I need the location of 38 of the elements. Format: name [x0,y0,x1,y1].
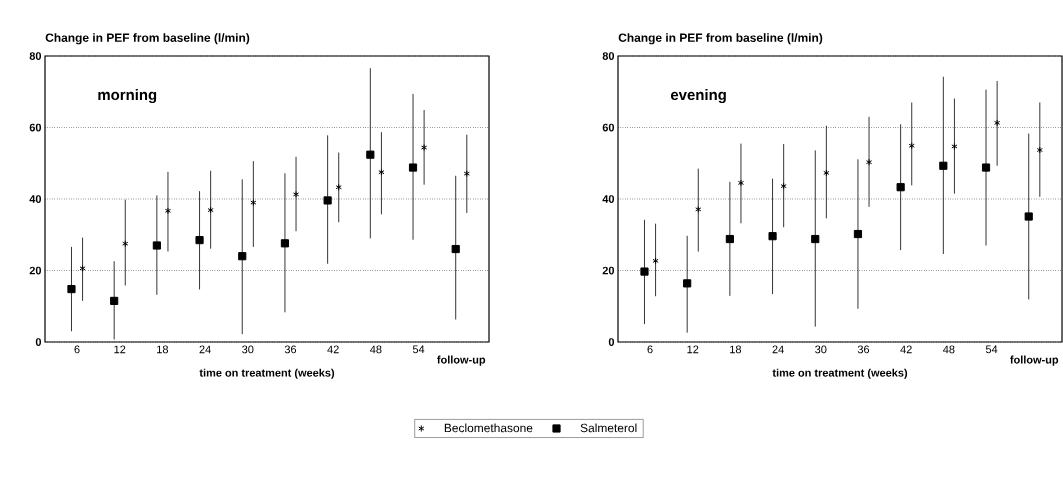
y-tick-label: 20 [602,266,615,275]
x-tick-label: 24 [199,345,211,354]
y-tick-label: 60 [602,123,615,132]
x-tick-label: 18 [157,345,169,354]
y-tick-label: 20 [29,266,42,275]
y-tick-label: 0 [35,338,42,346]
x-tick-label: follow-up [437,355,486,366]
x-tick-label: 54 [412,345,425,354]
y-tick-label: 0 [608,338,615,346]
x-tick-label: 6 [74,345,80,354]
x-tick-label: 6 [647,345,653,354]
x-tick-label: 18 [730,345,742,354]
x-tick-label: 48 [943,345,955,354]
x-tick-label: 12 [114,345,126,354]
y-tick-label: 80 [602,52,615,60]
x-tick-label: 30 [242,345,254,354]
x-tick-label: 36 [857,345,870,354]
y-tick-label: 80 [29,52,42,60]
x-tick-label: 36 [284,345,297,354]
x-axis-title: time on treatment (weeks) [772,368,908,379]
annotation: evening [670,89,726,104]
x-tick-label: 30 [815,345,827,354]
x-tick-label: 48 [370,345,382,354]
annotation: morning [98,89,157,104]
x-axis-title: time on treatment (weeks) [199,368,335,379]
y-tick-label: 40 [602,195,615,203]
x-tick-label: 54 [985,345,998,354]
x-tick-label: 42 [327,345,339,354]
x-tick-label: 42 [900,345,912,354]
y-tick-label: 40 [29,195,42,203]
x-tick-label: follow-up [1010,355,1059,366]
chart-title: Change in PEF from baseline (l/min) [618,33,823,45]
legend-label: Beclomethasone [444,423,533,433]
chart-title: Change in PEF from baseline (l/min) [45,33,250,45]
y-tick-label: 60 [29,123,42,132]
legend-label: Salmeterol [580,423,637,433]
x-tick-label: 12 [687,345,699,354]
x-tick-label: 24 [772,345,784,354]
